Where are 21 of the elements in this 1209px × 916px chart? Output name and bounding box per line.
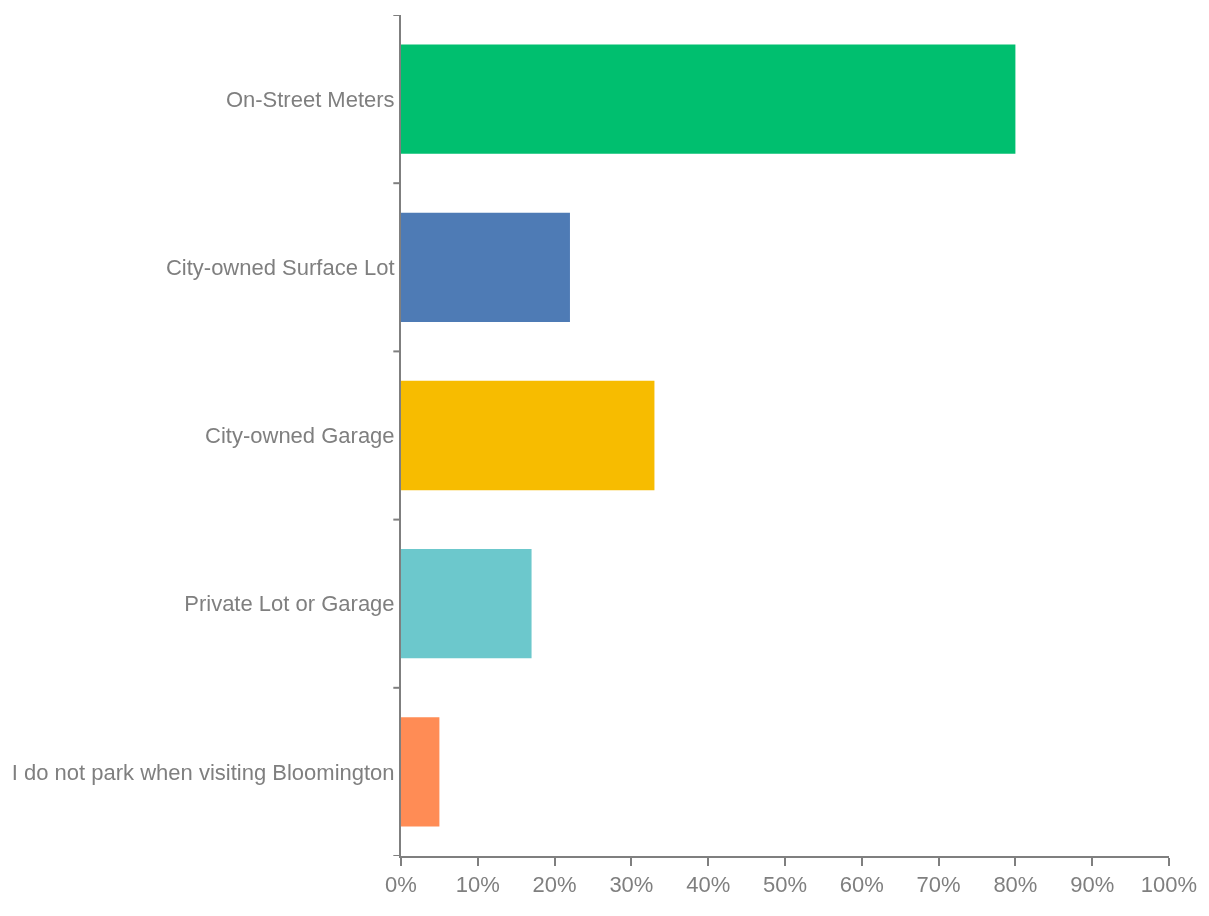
bar [401, 44, 1016, 154]
bar [401, 549, 532, 659]
x-tick-label: 100% [1140, 872, 1198, 898]
y-tick-label: City-owned Garage [205, 423, 395, 449]
x-tick-label: 40% [686, 872, 731, 898]
x-tick-label: 90% [1070, 872, 1115, 898]
x-tick-label: 60% [839, 872, 884, 898]
bar [401, 212, 570, 322]
y-tick-label: On-Street Meters [225, 86, 395, 112]
x-tick-label: 70% [916, 872, 961, 898]
y-tick-label: City-owned Surface Lot [165, 255, 395, 280]
x-tick-label: 50% [762, 872, 808, 898]
x-tick-label: 80% [993, 872, 1038, 898]
x-tick-label: 30% [609, 872, 654, 898]
x-tick-label: 10% [455, 872, 500, 898]
y-tick-label: Private Lot or Garage [184, 591, 395, 617]
x-tick-label: 20% [532, 872, 577, 898]
x-tick-label: 0% [385, 872, 417, 898]
bar [401, 717, 440, 827]
y-tick-label: I do not park when visiting Bloomington [11, 759, 395, 785]
bar [401, 380, 655, 491]
